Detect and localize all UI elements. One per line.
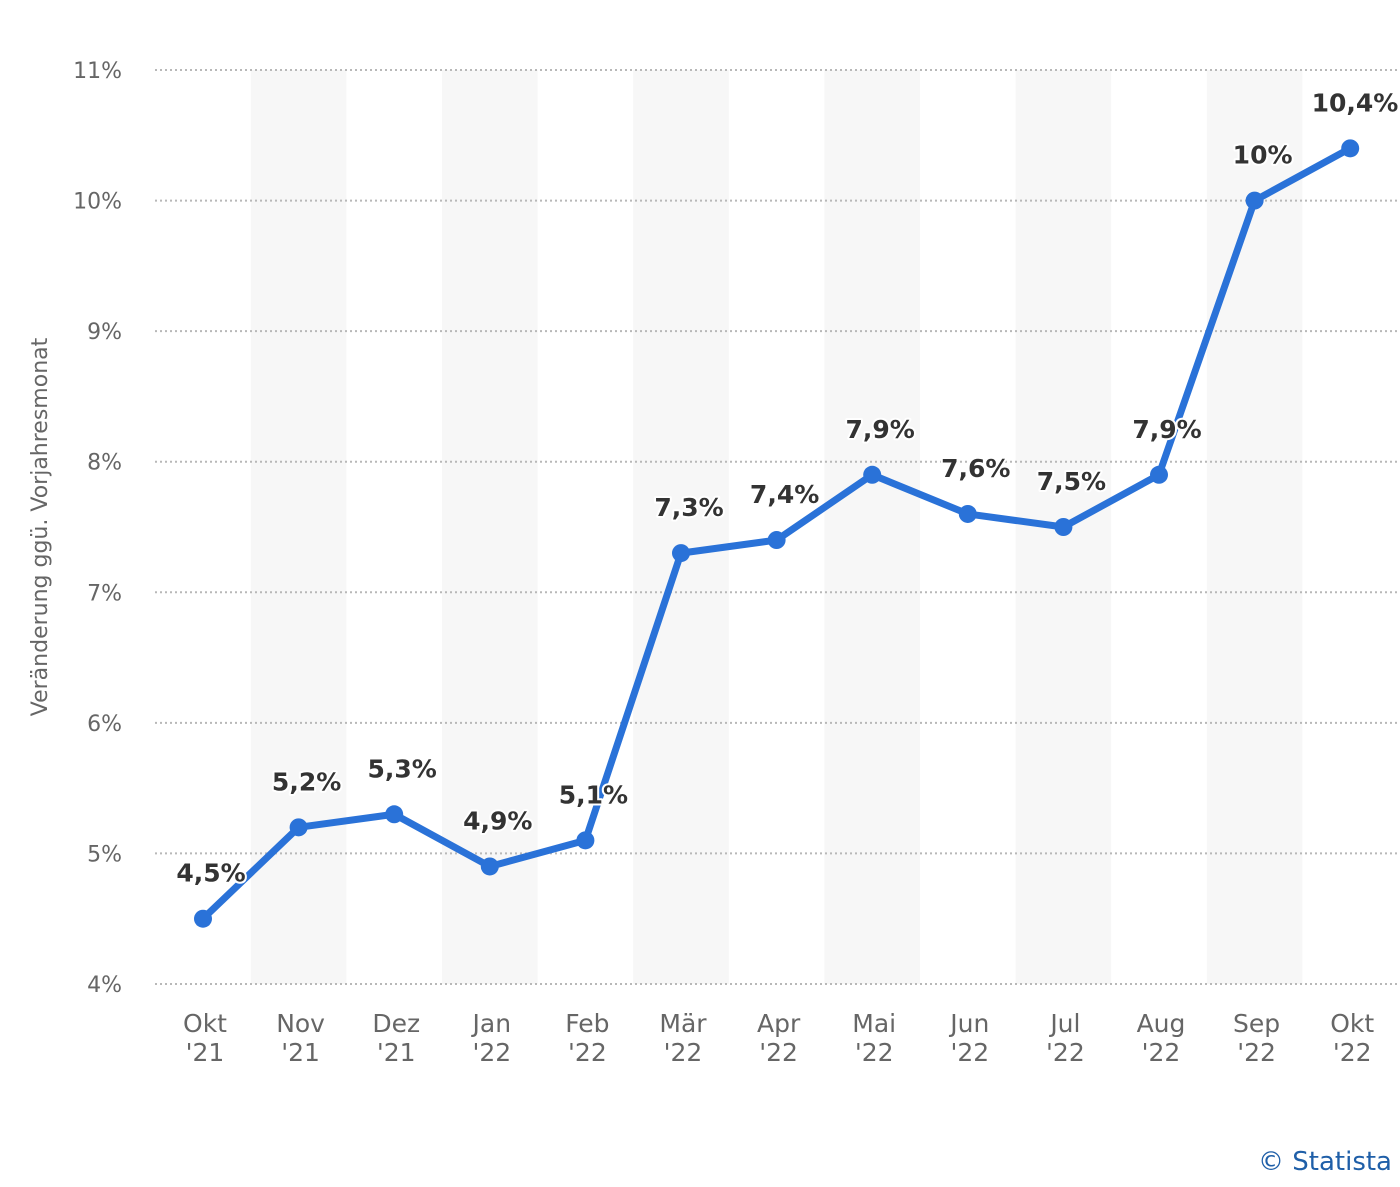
x-tick-label: Dez '21 bbox=[372, 1009, 420, 1067]
x-tick-label: Okt '22 bbox=[1330, 1009, 1374, 1067]
data-label: 4,5% bbox=[176, 859, 245, 888]
data-point[interactable] bbox=[1054, 518, 1073, 536]
data-label: 7,5% bbox=[1037, 467, 1106, 496]
data-point[interactable] bbox=[958, 504, 977, 523]
column-band bbox=[1206, 70, 1303, 984]
column-band bbox=[824, 70, 920, 984]
data-point[interactable] bbox=[480, 857, 499, 876]
column-band bbox=[442, 70, 538, 984]
column-band bbox=[250, 70, 347, 984]
data-point[interactable] bbox=[1245, 191, 1264, 210]
data-label: 7,9% bbox=[1132, 415, 1201, 444]
data-point[interactable] bbox=[289, 818, 308, 837]
y-tick-label: 6% bbox=[87, 712, 122, 737]
x-tick-label: Nov '21 bbox=[276, 1009, 325, 1067]
data-point[interactable] bbox=[767, 531, 786, 550]
data-label: 7,6% bbox=[941, 454, 1010, 483]
data-point[interactable] bbox=[672, 544, 690, 563]
data-labels: 4,5% 5,2% 5,3% 4,9% 5,1% 7,3% 7,4% 7,9% 7,6% 7,5%… bbox=[174, 86, 1400, 889]
data-label: 5,1% bbox=[559, 780, 628, 809]
data-label: 10% bbox=[1233, 141, 1293, 170]
y-axis-ticks: 4% 5% 6% 7% 8% 9% 10% 11% bbox=[73, 59, 122, 998]
x-tick-label: Aug '22 bbox=[1137, 1009, 1186, 1067]
y-tick-label: 7% bbox=[87, 581, 122, 606]
y-tick-label: 9% bbox=[87, 320, 122, 345]
x-tick-label: Mai '22 bbox=[852, 1009, 896, 1067]
data-label: 4,9% bbox=[463, 806, 532, 835]
data-point[interactable] bbox=[1341, 139, 1360, 158]
y-axis-title: Veränderung ggü. Vorjahresmonat bbox=[28, 337, 53, 716]
x-tick-label: Jun '22 bbox=[948, 1009, 989, 1067]
x-axis-ticks: Okt '21 Nov '21 Dez '21 Jan '22 Feb '22 Mär '22 Apr '… bbox=[183, 1009, 1374, 1067]
data-label: 5,2% bbox=[272, 767, 341, 796]
data-point[interactable] bbox=[863, 465, 882, 484]
x-tick-label: Sep '22 bbox=[1233, 1009, 1280, 1067]
column-band bbox=[633, 70, 729, 984]
y-tick-label: 4% bbox=[87, 973, 122, 998]
statista-credit[interactable]: © Statista bbox=[1258, 1147, 1392, 1177]
data-label: 5,3% bbox=[368, 754, 437, 783]
data-point[interactable] bbox=[1150, 465, 1168, 484]
data-point[interactable] bbox=[385, 805, 404, 824]
data-label: 7,9% bbox=[846, 415, 915, 444]
data-point-markers bbox=[194, 139, 1360, 928]
y-tick-label: 11% bbox=[73, 59, 122, 84]
data-point[interactable] bbox=[194, 909, 212, 928]
x-tick-label: Feb '22 bbox=[565, 1009, 609, 1067]
x-tick-label: Mär '22 bbox=[659, 1009, 707, 1067]
x-tick-label: Okt '21 bbox=[183, 1009, 227, 1067]
x-tick-label: Jul '22 bbox=[1046, 1009, 1085, 1067]
y-tick-label: 8% bbox=[87, 451, 122, 476]
x-tick-label: Jan '22 bbox=[471, 1009, 512, 1067]
data-label: 7,3% bbox=[654, 493, 723, 522]
data-label: 10,4% bbox=[1312, 88, 1399, 117]
data-label: 7,4% bbox=[750, 480, 819, 509]
y-tick-label: 10% bbox=[73, 190, 122, 215]
y-tick-label: 5% bbox=[87, 842, 122, 867]
background-bands bbox=[250, 70, 1303, 984]
x-tick-label: Apr '22 bbox=[757, 1009, 801, 1067]
data-point[interactable] bbox=[576, 831, 595, 850]
